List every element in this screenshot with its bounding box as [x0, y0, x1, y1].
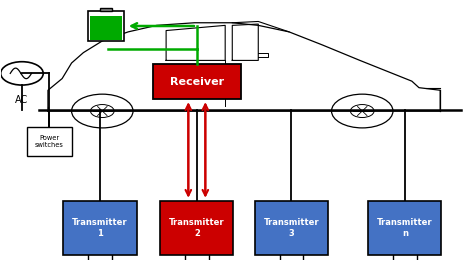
FancyBboxPatch shape [90, 16, 122, 40]
Text: Transmitter
2: Transmitter 2 [169, 218, 225, 238]
Text: Transmitter
n: Transmitter n [377, 218, 433, 238]
Text: Receiver: Receiver [170, 77, 224, 87]
FancyBboxPatch shape [160, 201, 234, 255]
FancyBboxPatch shape [27, 127, 72, 156]
Text: AC: AC [15, 96, 28, 105]
FancyBboxPatch shape [100, 8, 112, 11]
Text: Power
switches: Power switches [35, 135, 64, 148]
FancyBboxPatch shape [153, 64, 240, 99]
FancyBboxPatch shape [88, 11, 124, 41]
FancyBboxPatch shape [64, 201, 137, 255]
FancyBboxPatch shape [368, 201, 441, 255]
FancyBboxPatch shape [255, 201, 328, 255]
Text: Transmitter
1: Transmitter 1 [72, 218, 128, 238]
Text: Transmitter
3: Transmitter 3 [264, 218, 319, 238]
